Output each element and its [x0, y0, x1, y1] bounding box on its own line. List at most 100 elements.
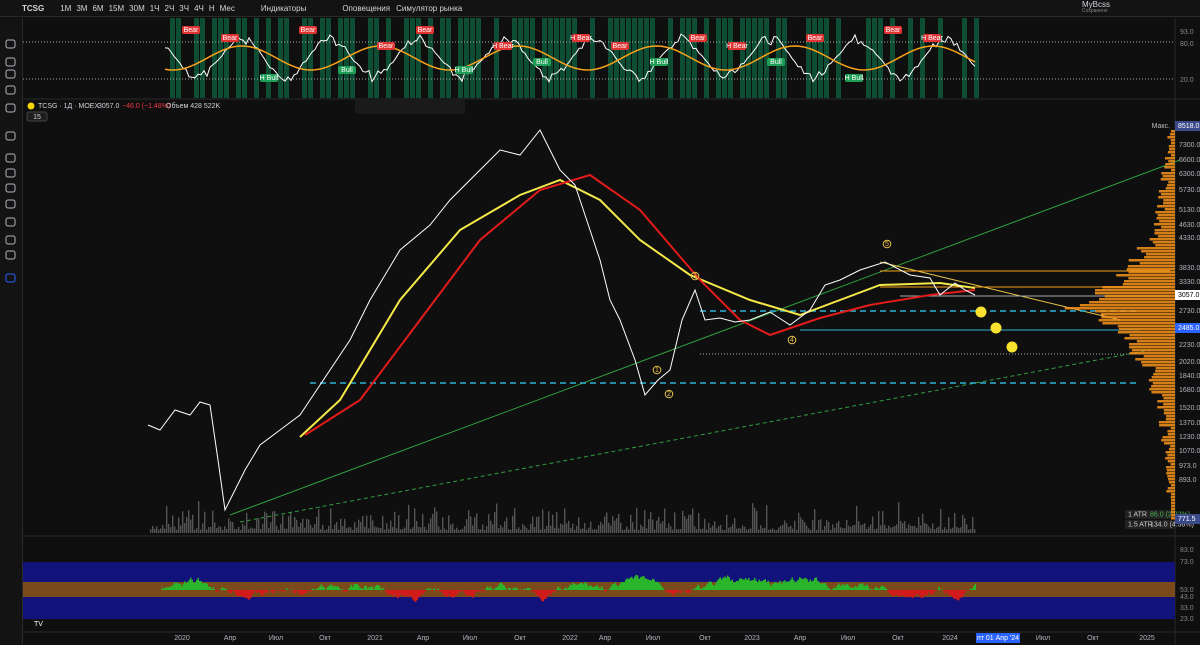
tool-icon[interactable] [5, 85, 16, 95]
volume-bar [378, 527, 380, 533]
signal-zone [632, 18, 637, 98]
volume-profile [1064, 307, 1175, 310]
tool-icon[interactable] [5, 250, 16, 260]
signal-zone [326, 18, 331, 98]
symbol-search[interactable]: TCSG [22, 3, 45, 13]
osc-bar [184, 581, 186, 590]
osc-bar [536, 590, 538, 596]
osc-bar [323, 587, 325, 590]
interval-button[interactable]: 3Ч [179, 3, 190, 13]
volume-bar [392, 527, 394, 533]
tool-icon[interactable] [5, 199, 16, 209]
volume-profile [1157, 406, 1175, 409]
volume-bar [492, 524, 494, 533]
osc-bar [262, 590, 264, 596]
tool-icon[interactable] [5, 183, 16, 193]
alerts-button[interactable]: Оповещения [342, 3, 391, 13]
volume-bar [848, 525, 850, 533]
interval-button[interactable]: 15М [108, 3, 125, 13]
interval-button[interactable]: 1М [60, 3, 72, 13]
osc-bar [857, 585, 859, 590]
volume-bar [194, 529, 196, 533]
tool-icon[interactable] [5, 103, 16, 113]
wave-circle [787, 335, 797, 345]
tool-icon[interactable] [5, 131, 16, 141]
volume-profile [1129, 352, 1175, 355]
volume-bar [440, 529, 442, 533]
interval-button[interactable]: 2Ч [164, 3, 175, 13]
replay-button[interactable]: Симулятор рынка [396, 3, 463, 13]
interval-button[interactable]: 30М [129, 3, 145, 13]
interval-button[interactable]: 3М [76, 3, 88, 13]
tool-icon[interactable] [5, 39, 16, 49]
volume-bar [284, 528, 286, 533]
volume-bar [300, 522, 302, 533]
drawing-toolbar[interactable] [355, 99, 465, 114]
osc-bar [193, 582, 195, 590]
osc-bar [745, 578, 747, 590]
tool-icon[interactable] [5, 57, 16, 67]
signal-label: Bear [418, 27, 433, 34]
volume-profile [1100, 313, 1175, 316]
volume-bar [562, 524, 564, 533]
volume-bar [852, 525, 854, 533]
volume-bar [414, 508, 416, 533]
osc-bar [283, 590, 285, 593]
volume-bar [860, 525, 862, 533]
interval-button[interactable]: 1Ч [149, 3, 160, 13]
volume-profile [1165, 187, 1175, 190]
signal-zone [446, 18, 451, 98]
tool-icon[interactable] [5, 273, 16, 283]
interval-button[interactable]: Н [208, 3, 215, 13]
volume-bar [654, 529, 656, 533]
volume-bar [948, 517, 950, 533]
volume-profile [1170, 139, 1175, 142]
indicators-button[interactable]: Индикаторы [260, 3, 307, 13]
osc-bar [211, 588, 213, 590]
osc-bar [763, 580, 765, 590]
osc-bar [836, 585, 838, 590]
volume-bar [798, 512, 800, 533]
osc-bar [613, 584, 615, 590]
price-tag [1175, 290, 1200, 300]
osc-bar [233, 590, 235, 592]
time-label: Апр [224, 635, 236, 642]
signal-zone [224, 18, 229, 98]
interval-button[interactable]: 4Ч [194, 3, 204, 13]
volume-profile [1104, 295, 1175, 298]
osc-bar [916, 590, 918, 595]
layout-name[interactable]: MyBcss Сохранено [1082, 1, 1110, 15]
osc-bar [769, 583, 771, 590]
volume-bar [242, 523, 244, 533]
volume-bar [454, 529, 456, 533]
osc-bar [391, 590, 393, 595]
tool-icon[interactable] [5, 168, 16, 178]
volume-bar [520, 529, 522, 533]
interval-button[interactable]: 6М [92, 3, 104, 13]
osc-bar [713, 585, 715, 590]
tool-icon[interactable] [5, 153, 16, 163]
interval-button[interactable]: Мес [219, 3, 235, 13]
volume-bar [920, 525, 922, 533]
volume-bar [280, 524, 282, 533]
osc-bar [791, 577, 793, 590]
osc-bar [428, 589, 430, 590]
volume-bar [888, 525, 890, 533]
volume-profile [1166, 490, 1175, 493]
tool-icon[interactable] [5, 69, 16, 79]
volume-bar [396, 528, 398, 533]
osc-bar [701, 588, 703, 590]
osc-bar [893, 590, 895, 597]
volume-profile [1170, 496, 1175, 499]
tool-icon[interactable] [5, 235, 16, 245]
signal-zone [818, 18, 823, 98]
osc-bar [766, 582, 768, 590]
volume-profile [1153, 223, 1175, 226]
tool-icon[interactable] [5, 217, 16, 227]
signal-zone [404, 18, 409, 98]
volume-bar [576, 525, 578, 533]
osc-bar [442, 590, 444, 594]
signal-zone [530, 18, 535, 98]
badge-box[interactable] [26, 111, 48, 122]
volume-bar [710, 527, 712, 533]
